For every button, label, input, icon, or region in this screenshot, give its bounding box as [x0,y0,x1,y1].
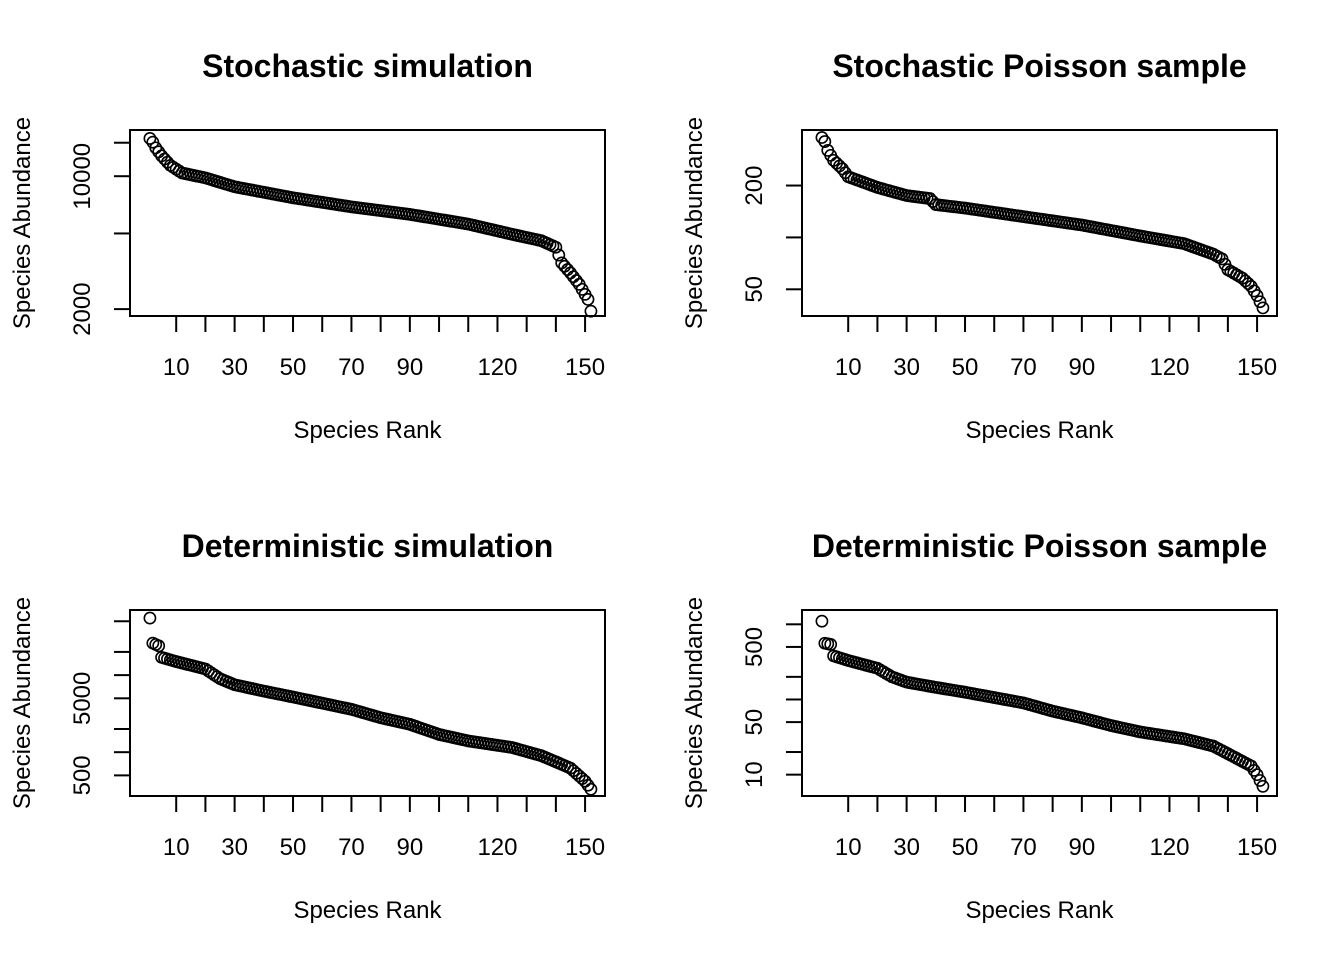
data-point [824,638,838,651]
y-tick-label: 50 [741,709,768,736]
x-tick-label: 70 [1010,354,1037,381]
panel-title: Stochastic simulation [202,48,533,84]
y-tick-label: 500 [741,627,768,667]
data-point [172,164,186,178]
plot-frame [129,129,606,317]
data-point [1253,774,1267,787]
x-tick-label: 120 [477,834,517,861]
data-point [1256,779,1270,793]
x-tick-label: 10 [163,834,190,861]
x-axis-label: Species Rank [293,897,442,924]
data-point [558,259,572,273]
y-tick-label: 50 [741,276,768,303]
x-tick-label: 90 [1068,354,1095,381]
x-tick-label: 10 [835,354,862,381]
x-tick-label: 70 [338,354,365,381]
data-point [815,614,829,628]
y-tick-label: 5000 [69,672,96,725]
data-point [581,292,595,306]
panel-3: Deterministic simulation 10 30 50 70 90 120 150… [9,528,606,924]
data-points [143,611,598,796]
x-tick-label: 70 [1010,834,1037,861]
x-tick-label: 70 [338,834,365,861]
x-axis-label: Species Rank [293,417,442,444]
y-tick-label: 10000 [69,143,96,210]
panel-2: Stochastic Poisson sample 10 30 50 70 90 120 15… [681,48,1278,444]
plot-frame [129,609,606,797]
x-tick-label: 50 [952,354,979,381]
y-tick-label: 2000 [69,282,96,335]
data-point [549,240,563,254]
x-tick-label: 30 [221,354,248,381]
x-tick-label: 30 [893,834,920,861]
data-point [584,304,598,318]
y-axis-label: Species Abundance [9,597,36,809]
x-tick-label: 120 [1149,354,1189,381]
x-tick-label: 150 [565,354,605,381]
y-tick-label: 500 [69,755,96,795]
data-points [815,131,1270,315]
data-point [152,639,166,653]
panel-title: Stochastic Poisson sample [832,48,1246,84]
panel-title: Deterministic simulation [182,528,554,564]
x-tick-label: 50 [280,354,307,381]
data-point [143,132,157,145]
x-tick-label: 120 [477,354,517,381]
data-point [552,248,566,262]
x-tick-label: 120 [1149,834,1189,861]
data-points [815,614,1270,793]
data-point [566,270,580,284]
data-point [1256,301,1270,315]
x-tick-label: 10 [163,354,190,381]
y-tick-label: 10 [741,761,768,788]
y-tick-label: 200 [741,166,768,206]
panel-4: Deterministic Poisson sample 10 30 50 70 90 12… [681,528,1278,924]
y-axis-label: Species Abundance [681,117,708,329]
x-tick-label: 30 [221,834,248,861]
x-tick-label: 50 [952,834,979,861]
x-tick-label: 30 [893,354,920,381]
x-tick-label: 10 [835,834,862,861]
data-point [569,274,583,287]
x-tick-label: 150 [1237,354,1277,381]
x-tick-label: 150 [1237,834,1277,861]
panel-title: Deterministic Poisson sample [812,528,1267,564]
x-axis-label: Species Rank [965,417,1114,444]
y-axis-label: Species Abundance [9,117,36,329]
data-point [564,266,577,280]
x-tick-label: 90 [1068,834,1095,861]
panel-1: Stochastic simulation 10 30 50 70 90 120 150 200… [9,48,606,444]
x-axis-label: Species Rank [965,897,1114,924]
data-point [1250,289,1264,302]
x-tick-label: 90 [396,354,423,381]
plot-frame [801,609,1278,797]
data-points [143,132,598,318]
data-point [818,135,832,148]
data-point [1253,295,1267,309]
data-point [584,782,598,796]
x-tick-label: 150 [565,834,605,861]
x-tick-label: 90 [396,834,423,861]
y-axis-label: Species Abundance [681,597,708,809]
data-point [143,611,157,625]
data-point [561,263,574,276]
plot-frame [801,129,1278,317]
x-tick-label: 50 [280,834,307,861]
data-point [1250,768,1264,782]
